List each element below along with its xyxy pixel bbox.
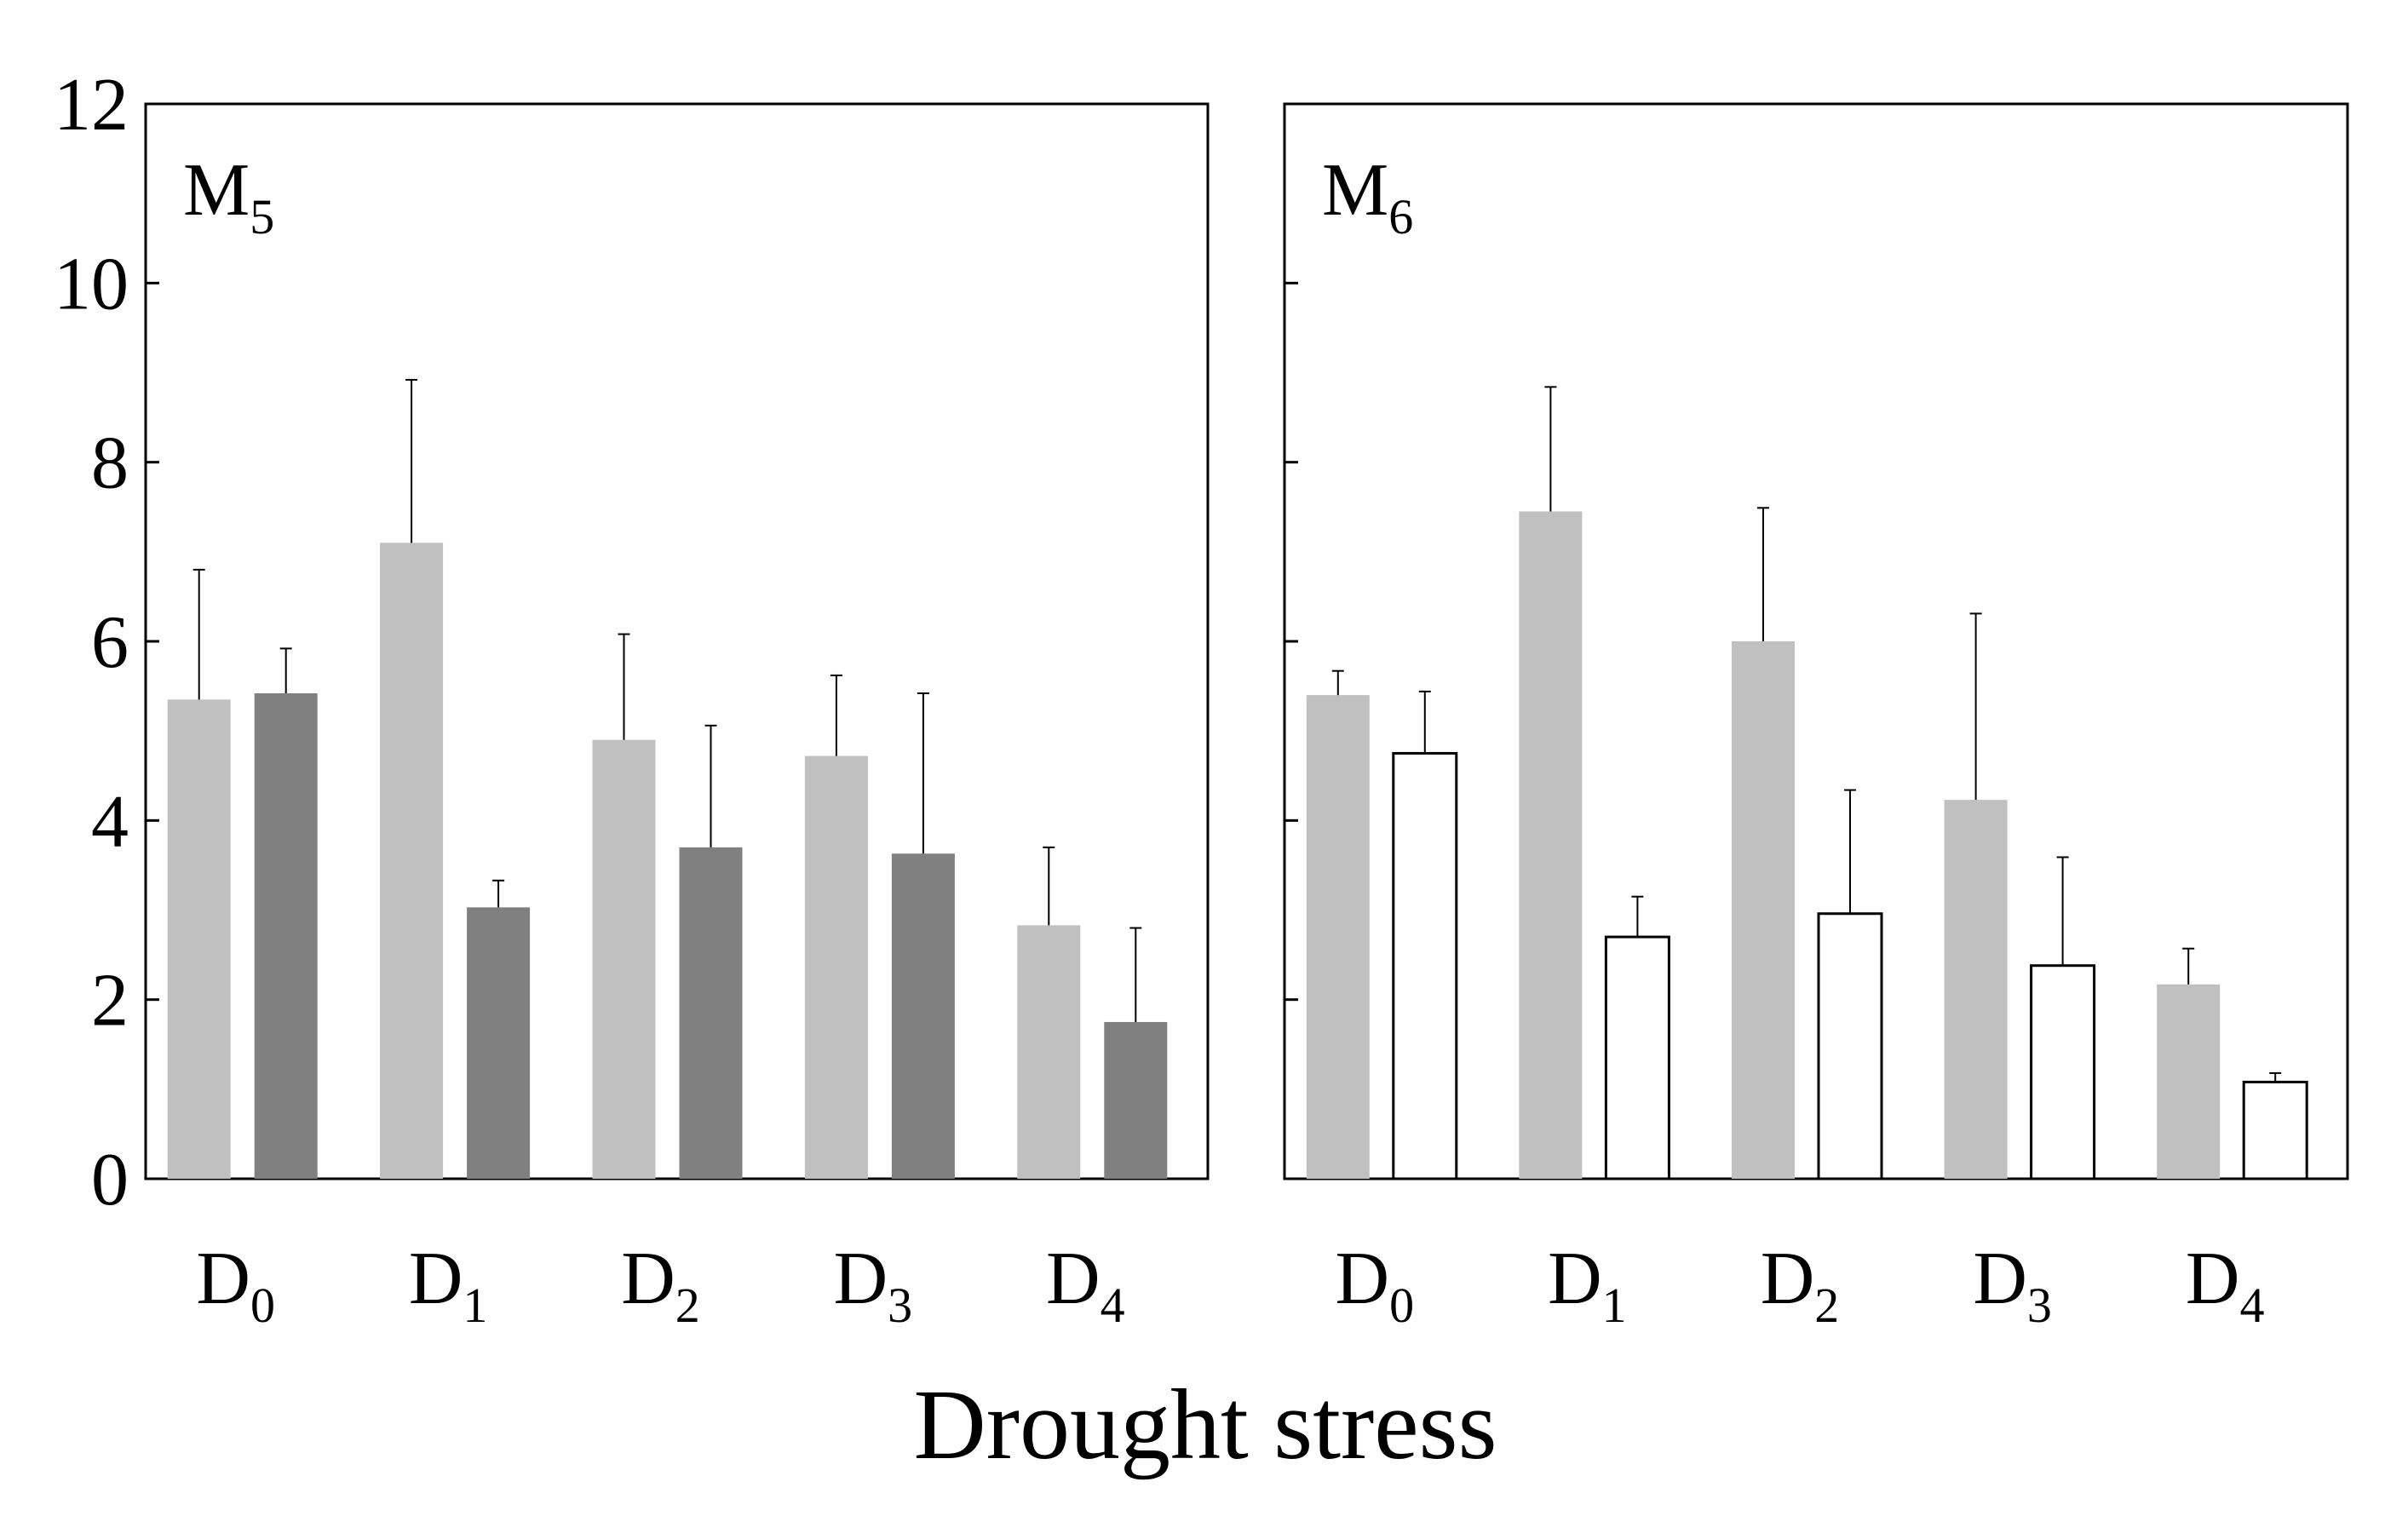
panel-1-bar-light-D4	[1017, 925, 1081, 1179]
category-subscript: 4	[1101, 1278, 1125, 1333]
y-tick-label: 8	[91, 422, 129, 505]
panel-2-bar-light-D4	[2157, 984, 2221, 1179]
category-subscript: 0	[1389, 1278, 1414, 1333]
category-letter: D	[1548, 1238, 1602, 1320]
panel-2-bar-light-D3	[1944, 800, 2008, 1179]
panel-1-bar-dark-D1	[467, 907, 531, 1179]
panel-2-category-label: D2	[1761, 1238, 1840, 1333]
panel-1-bar-dark-D4	[1104, 1021, 1168, 1179]
category-letter: D	[1336, 1238, 1390, 1320]
panel-2-category-label: D3	[1973, 1238, 2052, 1333]
category-subscript: 4	[2239, 1278, 2264, 1333]
panel-2-bar-open-D3	[2030, 964, 2096, 1180]
panel-1-bar-light-D0	[167, 699, 231, 1179]
y-tick-label: 6	[91, 601, 129, 684]
panel-1-label: M5	[183, 149, 274, 244]
panel-2-bar-light-D1	[1519, 511, 1583, 1179]
panel-1-bar-light-D2	[592, 739, 656, 1179]
panel-1-category-label: D2	[621, 1238, 700, 1333]
panel-2-label-letter: M	[1322, 149, 1388, 232]
category-letter: D	[2186, 1238, 2240, 1320]
y-tick-label: 4	[91, 780, 129, 863]
panel-2-category-label: D4	[2186, 1238, 2265, 1333]
panel-2-category-label: D0	[1336, 1238, 1415, 1333]
x-axis-label: Drought stress	[913, 1369, 1497, 1480]
y-tick-label: 2	[91, 960, 129, 1042]
category-letter: D	[1973, 1238, 2027, 1320]
panel-1-bar-dark-D2	[679, 847, 743, 1179]
panel-2-bar-light-D0	[1306, 695, 1370, 1179]
panel-1-category-label: D4	[1046, 1238, 1125, 1333]
panel-2-bar-open-D2	[1817, 912, 1883, 1180]
y-tick-label: 12	[54, 64, 129, 146]
panel-1-label-sub: 5	[250, 189, 274, 244]
category-letter: D	[409, 1238, 463, 1320]
panel-1-bar-dark-D3	[891, 853, 955, 1179]
panel-2-bar-open-D4	[2242, 1080, 2308, 1180]
panel-1-bar-light-D3	[804, 755, 868, 1179]
panel-1-category-label: D3	[834, 1238, 913, 1333]
category-subscript: 2	[675, 1278, 700, 1333]
panel-1-category-label: D0	[196, 1238, 275, 1333]
panel-1-label-letter: M	[183, 149, 250, 232]
category-letter: D	[621, 1238, 675, 1320]
panel-1-bar-dark-D0	[254, 692, 318, 1179]
category-subscript: 3	[888, 1278, 912, 1333]
panel-2-category-label: D1	[1548, 1238, 1627, 1333]
panel-2-label: M6	[1322, 149, 1413, 244]
category-letter: D	[834, 1238, 888, 1320]
category-subscript: 1	[1602, 1278, 1627, 1333]
category-letter: D	[1046, 1238, 1101, 1320]
y-tick-label: 10	[54, 243, 129, 325]
category-subscript: 2	[1814, 1278, 1839, 1333]
panel-2-label-sub: 6	[1388, 189, 1413, 244]
panel-2-bar-light-D2	[1732, 641, 1795, 1179]
category-subscript: 1	[463, 1278, 487, 1333]
category-subscript: 0	[250, 1278, 275, 1333]
panel-1-category-label: D1	[409, 1238, 488, 1333]
panel-2-bar-open-D0	[1392, 751, 1458, 1180]
category-subscript: 3	[2027, 1278, 2052, 1333]
category-letter: D	[196, 1238, 250, 1320]
category-letter: D	[1761, 1238, 1815, 1320]
panel-2-bar-open-D1	[1604, 935, 1670, 1180]
panel-1-bar-light-D1	[380, 543, 444, 1179]
y-tick-label: 0	[91, 1139, 129, 1221]
